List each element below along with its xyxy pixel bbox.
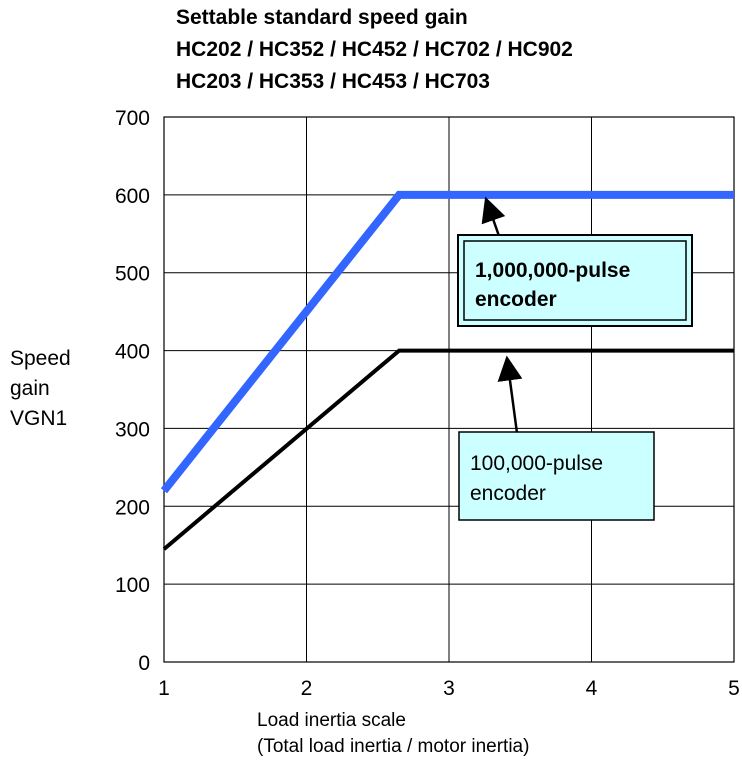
series-line-2: [162, 348, 734, 551]
chart-title-line-2: HC202 / HC352 / HC452 / HC702 / HC902: [176, 38, 573, 61]
x-tick-label: 4: [586, 677, 598, 700]
annotation-arrow-1: [481, 196, 506, 237]
annotation-arrow-2: [497, 355, 523, 434]
y-tick-label: 500: [115, 263, 150, 286]
x-tick-label: 1: [158, 677, 170, 700]
y-tick-label: 600: [115, 185, 150, 208]
x-axis-label: Load inertia scale (Total load inertia /…: [257, 708, 529, 760]
series-line-1: [160, 190, 734, 494]
x-tick-label: 3: [443, 677, 455, 700]
y-axis-label-line-3: VGN1: [10, 407, 68, 430]
y-tick-label: 700: [115, 107, 150, 130]
x-axis-label-line-1: Load inertia scale: [257, 710, 406, 731]
y-axis-label: Speed gain VGN1: [10, 344, 71, 434]
y-tick-label: 200: [115, 496, 150, 519]
y-tick-label: 100: [115, 574, 150, 597]
x-tick-label: 2: [301, 677, 313, 700]
annotation-1-line-2: encoder: [475, 288, 557, 311]
annotation-box-1-outer: [457, 234, 693, 327]
x-tick-label: 5: [728, 677, 740, 700]
y-tick-label: 300: [115, 418, 150, 441]
annotation-2-line-1: 100,000-pulse: [470, 452, 603, 475]
annotation-2-line-2: encoder: [470, 482, 546, 505]
chart-title-line-1: Settable standard speed gain: [176, 6, 468, 29]
annotation-box-1-inner: [463, 240, 687, 321]
annotation-1-line-1: 1,000,000-pulse: [475, 259, 630, 282]
y-tick-label: 0: [138, 652, 150, 675]
annotation-box-2: [458, 431, 655, 521]
y-tick-label: 400: [115, 341, 150, 364]
y-axis-label-line-2: gain: [10, 377, 50, 400]
y-axis-label-line-1: Speed: [10, 347, 71, 370]
chart-title-line-3: HC203 / HC353 / HC453 / HC703: [176, 70, 490, 93]
x-axis-label-line-2: (Total load inertia / motor inertia): [257, 736, 530, 757]
